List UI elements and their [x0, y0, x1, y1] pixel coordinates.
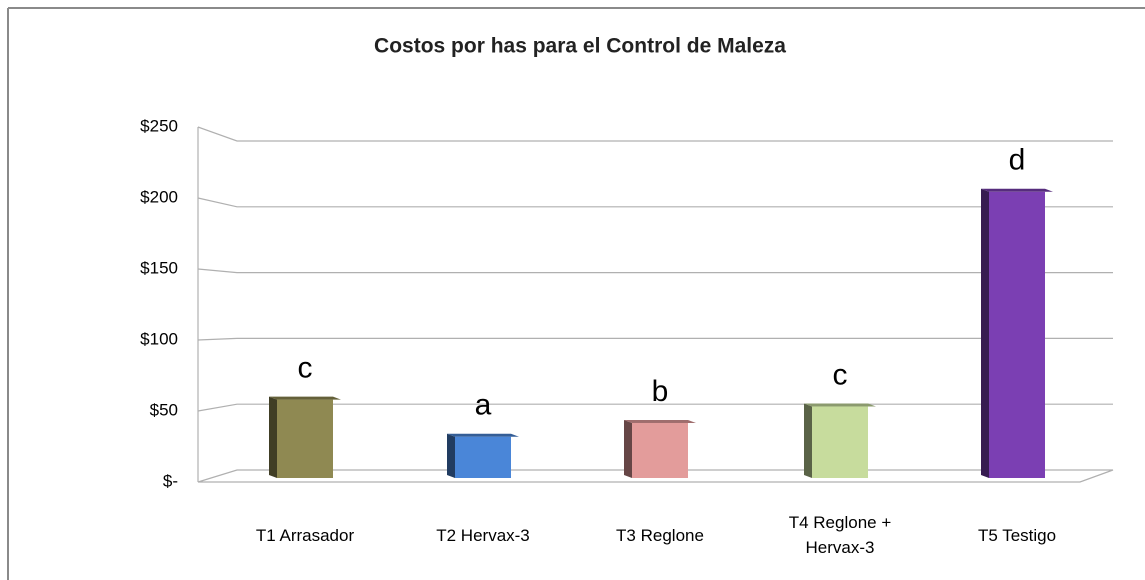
bar-annotation: c: [298, 351, 313, 384]
bar-side: [447, 433, 455, 478]
chart-title: Costos por has para el Control de Maleza: [374, 35, 786, 58]
y-tick-label: $150: [140, 258, 178, 277]
bar-annotation: d: [1009, 144, 1026, 177]
grid-line: [197, 268, 1113, 274]
bar-top: [269, 396, 341, 400]
bar-annotation: a: [475, 389, 492, 422]
x-tick-label: T4 Reglone + Hervax-3: [788, 513, 892, 557]
grid-line: [197, 337, 1113, 341]
x-tick-label: T5 Testigo: [977, 525, 1057, 545]
bar-top: [447, 433, 519, 437]
x-tick-label: T1 Arrasador: [255, 525, 355, 545]
bar: [989, 191, 1045, 479]
bar-side: [981, 188, 989, 479]
y-tick-label: $250: [140, 116, 178, 135]
bar: [812, 406, 868, 478]
bar-side: [269, 396, 277, 478]
bar-annotation: c: [833, 358, 848, 391]
bar: [455, 436, 511, 478]
bar: [277, 399, 333, 478]
bar: [632, 422, 688, 478]
x-tick-label: T2 Hervax-3: [436, 525, 530, 545]
y-tick-label: $200: [140, 187, 178, 206]
y-tick-label: $100: [140, 329, 178, 348]
bar-annotation: b: [652, 375, 669, 408]
y-tick-label: $50: [150, 400, 178, 419]
bar-side: [804, 403, 812, 478]
bar-top: [981, 188, 1053, 192]
grid-line: [197, 126, 1113, 142]
x-tick-label: T3 Reglone: [616, 525, 704, 545]
bar-side: [624, 419, 632, 478]
grid-line: [197, 197, 1113, 208]
bar-top: [624, 419, 696, 423]
bar-top: [804, 403, 876, 407]
y-tick-label: $-: [163, 471, 178, 490]
